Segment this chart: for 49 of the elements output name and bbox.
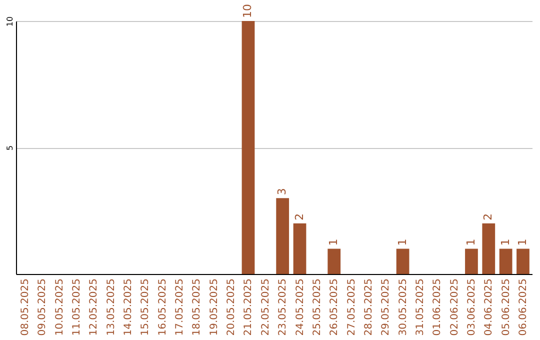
data-label: 1 <box>516 238 529 246</box>
data-label: 3 <box>276 188 289 196</box>
x-tick-label: 20.05.2025 <box>226 278 238 336</box>
x-tick-label: 05.06.2025 <box>500 278 512 336</box>
x-tick-label: 19.05.2025 <box>208 278 220 336</box>
x-tick-label: 04.06.2025 <box>484 278 495 336</box>
x-tick-label: 27.05.2025 <box>346 278 358 336</box>
data-label: 1 <box>327 238 340 246</box>
x-tick-label: 18.05.2025 <box>192 278 203 336</box>
y-tick-label: 5 <box>6 145 14 151</box>
x-tick-label: 31.05.2025 <box>414 278 426 336</box>
x-tick-label: 03.06.2025 <box>466 278 478 336</box>
data-label: 1 <box>396 238 409 246</box>
bar <box>499 248 512 274</box>
bar <box>396 248 410 274</box>
data-label: 2 <box>292 213 306 220</box>
x-tick-label: 06.06.2025 <box>518 278 529 336</box>
x-tick-label: 10.05.2025 <box>54 278 66 336</box>
x-tick-label: 14.05.2025 <box>123 278 134 336</box>
x-tick-label: 16.05.2025 <box>157 278 168 336</box>
bar <box>242 21 255 274</box>
x-tick-label: 17.05.2025 <box>174 278 186 336</box>
bar <box>465 248 478 274</box>
data-label: 1 <box>498 238 512 246</box>
x-tick-label: 01.06.2025 <box>432 278 444 336</box>
x-tick-label: 30.05.2025 <box>398 278 409 336</box>
x-tick-label: 24.05.2025 <box>294 278 306 336</box>
x-tick-label: 28.05.2025 <box>363 278 374 336</box>
x-tick-label: 23.05.2025 <box>278 278 289 336</box>
x-tick-label: 11.05.2025 <box>72 278 83 336</box>
data-label: 10 <box>241 4 254 18</box>
x-tick-label: 08.05.2025 <box>20 278 32 336</box>
data-label: 1 <box>464 238 478 246</box>
x-tick-label: 12.05.2025 <box>88 278 100 336</box>
x-tick-label: 09.05.2025 <box>37 278 48 336</box>
data-label: 2 <box>482 213 495 220</box>
x-tick-label: 25.05.2025 <box>312 278 323 336</box>
bar <box>482 223 496 274</box>
x-tick-label: 21.05.2025 <box>243 278 254 336</box>
x-tick-label: 29.05.2025 <box>380 278 392 336</box>
bar <box>276 198 290 274</box>
x-tick-label: 02.06.2025 <box>449 278 460 336</box>
x-tick-label: 13.05.2025 <box>106 278 117 336</box>
bar <box>293 223 306 274</box>
bar <box>516 248 530 274</box>
x-tick-label: 22.05.2025 <box>260 278 272 336</box>
x-tick-label: 26.05.2025 <box>329 278 340 336</box>
x-tick-label: 15.05.2025 <box>140 278 152 336</box>
bar <box>328 248 341 274</box>
